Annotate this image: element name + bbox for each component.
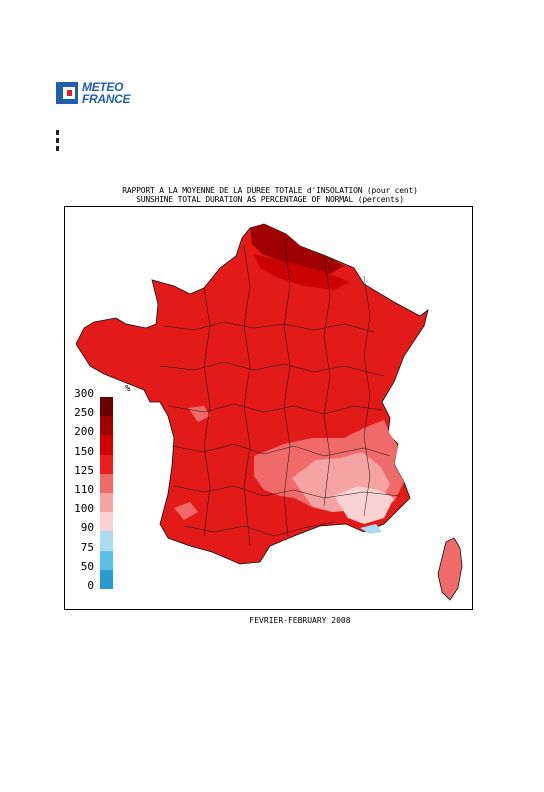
logo-text: METEO FRANCE: [82, 80, 131, 106]
legend-swatch-100: [100, 512, 113, 532]
legend-label-90: 90: [80, 521, 94, 535]
map-frame: [64, 206, 473, 610]
legend-label-0: 0: [87, 579, 94, 592]
legend-label-300: 300: [74, 387, 94, 400]
legend-swatch-50: [100, 569, 113, 589]
legend-label-200: 200: [74, 425, 94, 439]
side-marks: [56, 130, 59, 154]
map-title-fr: RAPPORT A LA MOYENNE DE LA DUREE TOTALE …: [122, 186, 418, 195]
map-date-caption: FEVRIER-FEBRUARY 2008: [249, 616, 351, 625]
legend-swatch-125: [100, 473, 113, 493]
department-borders: [159, 235, 401, 547]
france-map: [75, 223, 463, 601]
meteo-france-logo: METEO FRANCE: [56, 80, 146, 108]
legend-unit: %: [125, 384, 131, 394]
zone-north-250: [250, 224, 344, 274]
zone-sw-125: [174, 502, 198, 520]
legend-swatch-90: [100, 531, 113, 551]
legend-swatch-150: [100, 454, 113, 474]
zone-se-100: [334, 486, 394, 524]
meteo-france-logo-icon: [56, 82, 78, 104]
legend-label-75: 75: [80, 540, 94, 554]
legend-label-125: 125: [74, 463, 94, 477]
logo-line-2: FRANCE: [82, 92, 131, 106]
legend-label-150: 150: [74, 444, 94, 458]
zone-se-90: [360, 524, 382, 534]
legend-swatch-110: [100, 493, 113, 513]
legend-label-110: 110: [74, 483, 94, 496]
legend-label-50: 50: [80, 559, 94, 573]
legend-swatch-250: [100, 416, 113, 436]
legend-swatch-300: [100, 397, 113, 417]
legend-label-250: 250: [74, 406, 94, 420]
legend-swatch-75: [100, 550, 113, 570]
zone-north-200: [254, 254, 350, 290]
legend-label-100: 100: [74, 502, 94, 516]
legend-swatch-200: [100, 435, 113, 455]
corsica: [437, 537, 463, 601]
logo-line-1: METEO: [82, 80, 124, 94]
map-title-en: SUNSHINE TOTAL DURATION AS PERCENTAGE OF…: [136, 195, 404, 204]
